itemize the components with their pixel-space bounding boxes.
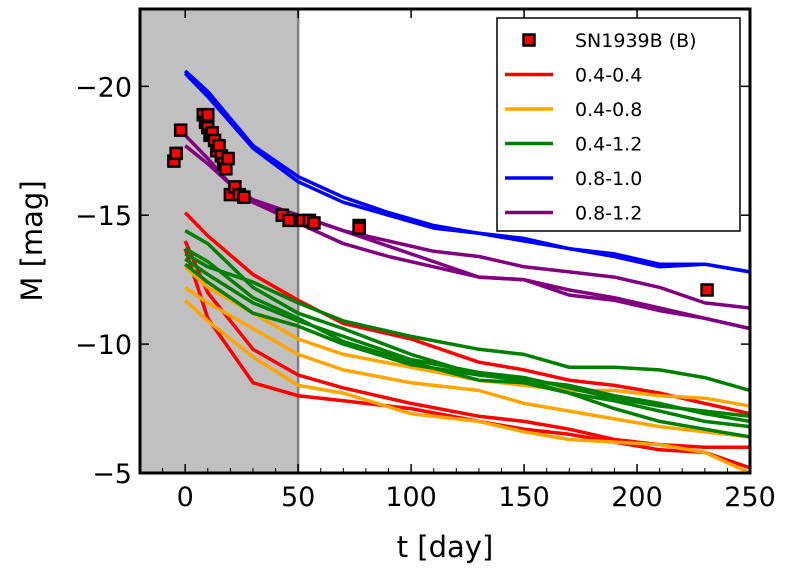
series-1-line-0 (184, 299, 750, 473)
legend-label-3: 0.4-1.2 (575, 134, 642, 156)
legend-label-0: SN1939B (B) (575, 30, 697, 52)
x-tick-label-0: 0 (177, 482, 194, 513)
series-0-line-2 (183, 211, 750, 416)
legend-label-4: 0.8-1.0 (575, 168, 642, 190)
y-axis-title: M [mag] (15, 180, 49, 301)
x-axis-title: t [day] (397, 530, 494, 564)
legend-box (496, 17, 741, 232)
x-tick-label-3: 150 (498, 482, 550, 513)
shaded-region-fill (140, 9, 299, 473)
data-point-15 (221, 151, 235, 166)
series-1-line-1 (184, 285, 750, 439)
data-point-2 (173, 123, 188, 137)
series-4-line-2 (252, 200, 750, 331)
x-tick-label-1: 50 (281, 482, 315, 513)
series-2-line-2 (184, 257, 750, 419)
legend-label-2: 0.4-0.8 (575, 99, 642, 121)
x-tick-label-2: 100 (385, 482, 437, 513)
x-tick-label-4: 200 (611, 482, 663, 513)
model-lines (183, 69, 750, 473)
legend: SN1939B (B) 0.4-0.4 0.4-0.8 0.4-1.2 0.8-1.0 0… (496, 17, 741, 232)
data-point-5 (201, 107, 215, 122)
plot-frame (138, 7, 752, 475)
tick-labels: 0 50 100 150 200 250 −20 −15 −10 −5 (75, 72, 776, 513)
data-point-1 (169, 146, 183, 161)
series-3-line-1 (184, 69, 750, 274)
observation-points (167, 107, 714, 297)
data-point-24 (307, 216, 321, 230)
series-2-line-1 (184, 247, 750, 429)
y-tick-label-3: −5 (92, 459, 132, 490)
legend-label-5: 0.8-1.2 (575, 203, 642, 225)
data-point-27 (700, 283, 714, 297)
shaded-region (140, 9, 300, 473)
y-tick-label-1: −15 (75, 201, 132, 232)
x-tick-label-5: 250 (724, 482, 776, 513)
data-point-26 (352, 221, 366, 235)
y-tick-label-2: −10 (75, 330, 132, 361)
y-tick-label-0: −20 (75, 72, 132, 103)
series-2-line-4 (184, 252, 750, 393)
legend-label-1: 0.4-0.4 (575, 65, 642, 87)
series-2-line-3 (184, 262, 750, 424)
legend-marker-0 (522, 33, 536, 47)
data-point-21 (282, 213, 296, 228)
data-point-19 (237, 190, 251, 204)
